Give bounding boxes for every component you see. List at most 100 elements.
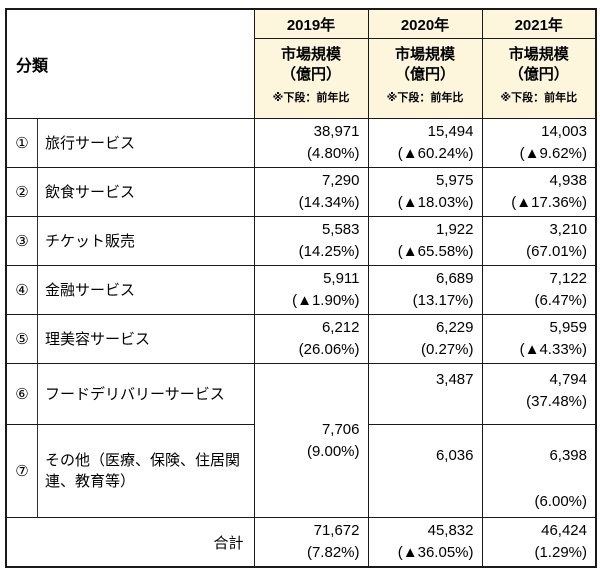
- market-value: 6,036: [435, 447, 474, 464]
- table-row-travel: ① 旅行サービス 38,971 (4.80%) 15,494 (▲60.24%)…: [5, 118, 597, 168]
- cell-2020: 6,036: [367, 424, 483, 518]
- table-row-tickets: ③ チケット販売 5,583 (14.25%) 1,922 (▲65.58%) …: [5, 216, 597, 266]
- cell-2019: 38,971 (4.80%): [253, 118, 369, 168]
- year-header-2019: 2019年: [253, 8, 369, 39]
- cell-2021: 6,398 (6.00%): [481, 424, 597, 518]
- cell-2021: 3,210 (67.01%): [481, 216, 597, 266]
- market-value: 5,975: [435, 172, 474, 189]
- row-label: 旅行サービス: [45, 134, 136, 152]
- market-value: 71,672: [313, 522, 360, 539]
- market-value: 46,424: [541, 522, 587, 539]
- market-value: 14,003: [541, 123, 587, 140]
- cell-2019: 71,672 (7.82%): [253, 517, 369, 568]
- metric-unit: （億円）: [508, 66, 569, 83]
- yoy-note: ※下段：前年比: [500, 92, 578, 104]
- row-label: 理美容サービス: [45, 330, 151, 348]
- cell-2020: 15,494 (▲60.24%): [367, 118, 483, 168]
- market-value: 3,210: [549, 221, 587, 238]
- market-value: 38,971: [313, 123, 360, 140]
- total-label: 合計: [5, 517, 255, 568]
- cell-2020: 45,832 (▲36.05%): [367, 517, 483, 568]
- market-value: 1,922: [435, 221, 474, 238]
- market-size-table: 分類 2019年 2020年 2021年 市場規模 （億円） ※下段：前年比 市…: [5, 8, 597, 568]
- yoy-value: (14.34%): [298, 194, 360, 211]
- metric-label: 市場規模: [508, 46, 569, 63]
- cell-2021: 14,003 (▲9.62%): [481, 118, 597, 168]
- table-row-others: ⑦ その他（医療、保険、住居関連、教育等） 6,036 6,398 (6.00%…: [5, 424, 597, 518]
- metric-unit: （億円）: [394, 66, 455, 83]
- yoy-note: ※下段：前年比: [386, 92, 464, 104]
- market-value: 15,494: [427, 123, 474, 140]
- year-header-2021: 2021年: [481, 8, 597, 39]
- cell-2019: 6,212 (26.06%): [253, 314, 369, 364]
- market-value: 7,290: [321, 172, 360, 189]
- row-label: 金融サービス: [45, 281, 136, 299]
- row-label: 飲食サービス: [45, 183, 136, 201]
- cell-2019: 5,911 (▲1.90%): [253, 265, 369, 315]
- yoy-value: (▲60.24%): [397, 145, 474, 162]
- yoy-value: (1.29%): [534, 544, 587, 561]
- row-number: ④: [7, 266, 38, 314]
- category-cell: ④ 金融サービス: [5, 265, 255, 315]
- market-value: 7,122: [549, 270, 587, 287]
- yoy-value: (0.27%): [420, 341, 474, 358]
- year-header-2020: 2020年: [367, 8, 483, 39]
- yoy-value: (▲18.03%): [397, 194, 474, 211]
- table-row-food-delivery: ⑥ フードデリバリーサービス 7,706 (9.00%) 3,487 4,794…: [5, 363, 597, 518]
- category-cell: ⑥ フードデリバリーサービス: [5, 363, 255, 425]
- category-cell: ⑦ その他（医療、保険、住居関連、教育等）: [5, 424, 255, 518]
- cell-2021: 7,122 (6.47%): [481, 265, 597, 315]
- cell-2019: 7,290 (14.34%): [253, 167, 369, 217]
- metric-label: 市場規模: [280, 46, 341, 63]
- category-header: 分類: [5, 8, 255, 119]
- yoy-value: (37.48%): [526, 393, 587, 410]
- row-number: ⑦: [7, 425, 38, 517]
- cell-2021: 4,794 (37.48%): [481, 363, 597, 425]
- cell-2020: 5,975 (▲18.03%): [367, 167, 483, 217]
- row-label: その他（医療、保険、住居関連、教育等）: [45, 452, 241, 490]
- yoy-value: (26.06%): [298, 341, 360, 358]
- market-value: 6,229: [435, 319, 474, 336]
- category-cell: ① 旅行サービス: [5, 118, 255, 168]
- market-value: 4,794: [549, 371, 587, 388]
- yoy-value: (▲9.62%): [519, 145, 587, 162]
- metric-label: 市場規模: [394, 46, 455, 63]
- category-cell: ② 飲食サービス: [5, 167, 255, 217]
- cell-2020: 3,487: [367, 363, 483, 425]
- yoy-value: (▲4.33%): [519, 341, 587, 358]
- row-number: ②: [7, 168, 38, 216]
- yoy-value: (▲17.36%): [511, 194, 587, 211]
- yoy-value: (4.80%): [306, 145, 360, 162]
- cell-2021: 4,938 (▲17.36%): [481, 167, 597, 217]
- row-number: ⑥: [7, 364, 38, 424]
- category-cell: ⑤ 理美容サービス: [5, 314, 255, 364]
- market-value: 4,938: [549, 172, 587, 189]
- market-value: 5,911: [323, 270, 360, 287]
- yoy-value: (14.25%): [298, 243, 360, 260]
- market-value: 45,832: [427, 522, 474, 539]
- row-number: ①: [7, 119, 38, 167]
- market-value: 5,959: [549, 319, 587, 336]
- yoy-value: (▲1.90%): [292, 292, 360, 309]
- row-label: フードデリバリーサービス: [45, 385, 225, 403]
- market-value: 7,706: [321, 420, 360, 438]
- row-number: ⑤: [7, 315, 38, 363]
- cell-2021: 46,424 (1.29%): [481, 517, 597, 568]
- market-value: 6,212: [321, 319, 360, 336]
- yoy-value: (6.47%): [534, 292, 587, 309]
- market-value: 3,487: [435, 371, 474, 388]
- cell-2020: 6,689 (13.17%): [367, 265, 483, 315]
- yoy-value: (6.00%): [534, 493, 587, 510]
- cell-2019-merged: 7,706 (9.00%): [253, 363, 369, 518]
- yoy-value: (▲36.05%): [397, 544, 474, 561]
- cell-2019: 5,583 (14.25%): [253, 216, 369, 266]
- market-value: 5,583: [321, 221, 360, 238]
- metric-header-2020: 市場規模 （億円） ※下段：前年比: [367, 38, 483, 119]
- yoy-note: ※下段：前年比: [272, 92, 350, 104]
- yoy-value: (7.82%): [306, 544, 360, 561]
- cell-2021: 5,959 (▲4.33%): [481, 314, 597, 364]
- metric-header-2021: 市場規模 （億円） ※下段：前年比: [481, 38, 597, 119]
- market-value: 6,398: [549, 447, 587, 464]
- category-cell: ③ チケット販売: [5, 216, 255, 266]
